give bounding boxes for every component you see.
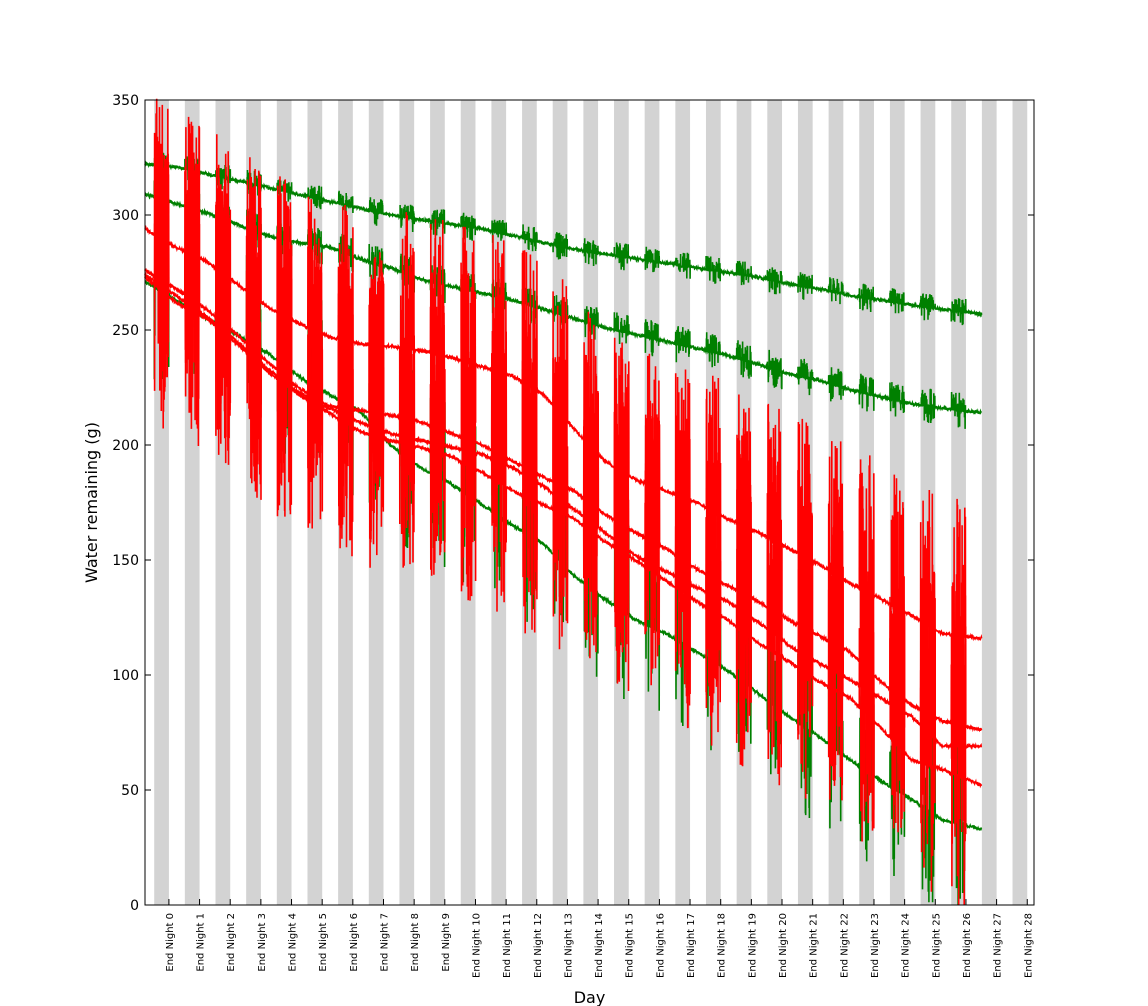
- x-tick-label: End Night 26: [962, 913, 973, 978]
- y-axis-label: Water remaining (g): [82, 422, 101, 583]
- night-band: [981, 100, 997, 905]
- y-tick-label: 0: [130, 898, 139, 914]
- x-tick-label: End Night 19: [747, 913, 758, 978]
- y-tick-label: 350: [112, 93, 139, 109]
- x-tick-label: End Night 8: [410, 913, 421, 972]
- x-tick-label: End Night 5: [318, 913, 329, 972]
- x-tick-label: End Night 24: [901, 913, 912, 978]
- x-tick-label: End Night 16: [655, 913, 666, 978]
- x-tick-label: End Night 25: [931, 913, 942, 978]
- x-tick-label: End Night 10: [471, 913, 482, 978]
- x-tick-label: End Night 14: [594, 913, 605, 978]
- y-tick-label: 200: [112, 438, 139, 454]
- x-tick-label: End Night 7: [379, 913, 390, 972]
- y-tick-label: 100: [112, 668, 139, 684]
- night-band: [1012, 100, 1028, 905]
- x-tick-label: End Night 18: [717, 913, 728, 978]
- x-tick-label: End Night 2: [226, 913, 237, 972]
- y-axis: 0 50 100 150 200 250 300 350: [112, 93, 1034, 914]
- x-tick-label: End Night 9: [441, 913, 452, 972]
- x-tick-label: End Night 1: [196, 913, 207, 972]
- y-tick-label: 300: [112, 208, 139, 224]
- x-tick-label: End Night 13: [563, 913, 574, 978]
- x-tick-label: End Night 12: [533, 913, 544, 978]
- x-axis-label: Day: [574, 988, 606, 1006]
- x-tick-label: End Night 23: [870, 913, 881, 978]
- x-tick-label: End Night 27: [993, 913, 1004, 978]
- x-tick-label: End Night 4: [288, 913, 299, 972]
- plot-frame: [144, 99, 1035, 906]
- x-tick-label: End Night 21: [809, 913, 820, 978]
- x-tick-label: End Night 17: [686, 913, 697, 978]
- y-tick-label: 150: [112, 553, 139, 569]
- y-tick-label: 50: [121, 783, 139, 799]
- x-tick-label: End Night 0: [165, 913, 176, 972]
- x-tick-label: End Night 28: [1023, 913, 1034, 978]
- x-tick-label: End Night 11: [502, 913, 513, 978]
- x-tick-label: End Night 22: [839, 913, 850, 978]
- x-tick-label: End Night 20: [778, 913, 789, 978]
- x-tick-label: End Night 6: [349, 913, 360, 972]
- series-layer: [144, 98, 983, 906]
- series-line-7: [144, 159, 983, 906]
- x-tick-label: End Night 15: [625, 913, 636, 978]
- y-tick-label: 250: [112, 323, 139, 339]
- x-tick-label: End Night 3: [257, 913, 268, 972]
- x-axis: End Night 0 End Night 1 End Night 2 End Nig…: [165, 899, 1034, 978]
